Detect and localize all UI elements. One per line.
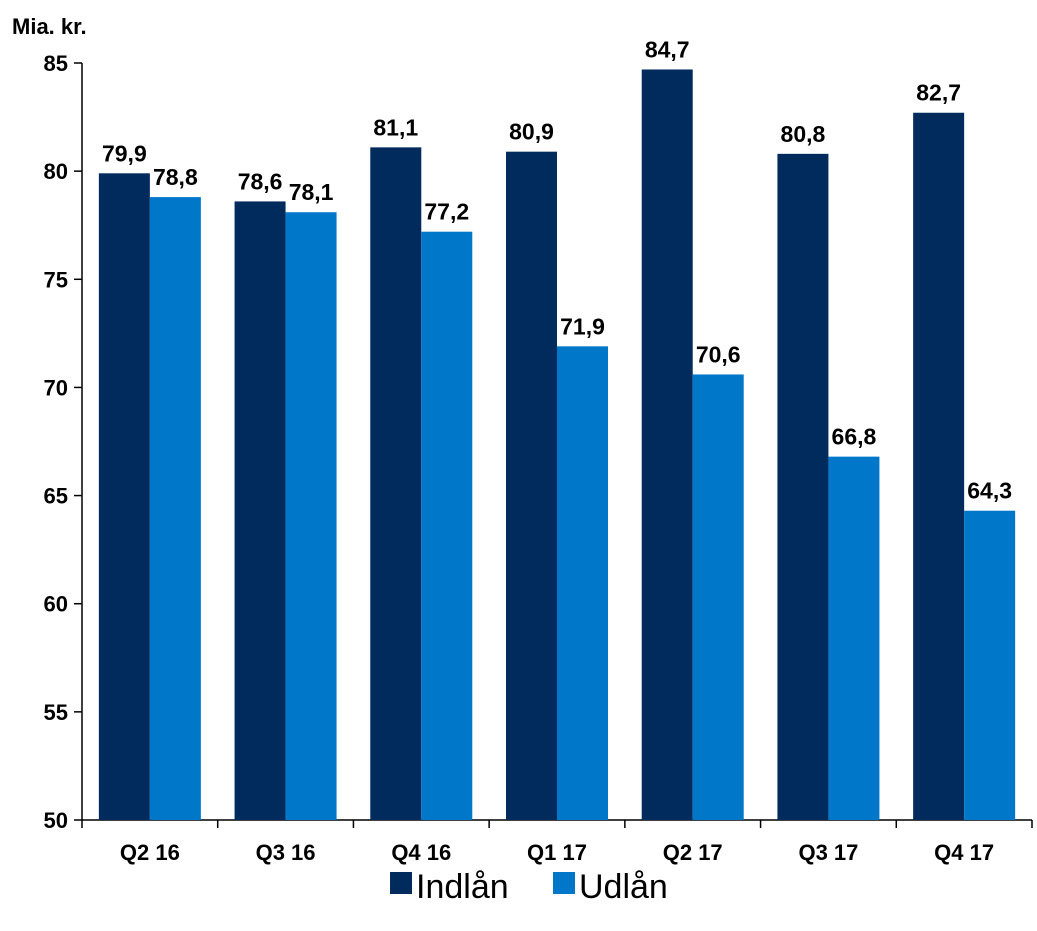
data-label: 80,9 [509, 119, 554, 145]
bar-indlan [370, 147, 422, 820]
bar-udlan [421, 231, 473, 820]
data-labels: 79,978,8 78,6 78,1 81,1 77,2 80,9 71,9 84,7 70,6… [102, 36, 1012, 503]
bar-indlan [913, 112, 965, 820]
x-tick-label: Q4 16 [391, 840, 451, 865]
bar-udlan [149, 197, 201, 820]
y-axis: 50 55 60 65 70 75 80 85 [44, 51, 83, 833]
legend-label: Indlån [416, 868, 509, 906]
bar-indlan [777, 153, 829, 821]
data-label: 78,1 [289, 179, 334, 205]
legend-swatch-indlan [390, 872, 412, 894]
x-tick-label: Q4 17 [934, 840, 994, 865]
bar-udlan [964, 510, 1016, 820]
y-unit-label: Mia. kr. [12, 14, 87, 39]
x-tick-label: Q3 16 [256, 840, 316, 865]
data-label: 81,1 [373, 114, 418, 140]
data-label: 80,8 [781, 121, 826, 147]
y-tick-label: 85 [44, 51, 68, 76]
y-tick-label: 75 [44, 267, 68, 292]
data-label: 84,7 [645, 36, 690, 62]
bar-indlan [234, 201, 286, 820]
bar-udlan [557, 346, 608, 820]
data-label: 79,9 [102, 140, 147, 166]
y-tick-label: 55 [44, 700, 68, 725]
bar-udlan [828, 456, 880, 820]
data-label: 78,6 [238, 168, 283, 194]
x-axis: Q2 16 Q3 16 Q4 16 Q1 17 Q2 17 Q3 17 Q4 17 [81, 819, 1033, 865]
bars [98, 69, 1016, 821]
legend-label: Udlån [579, 868, 668, 906]
data-label: 64,3 [967, 478, 1012, 504]
bar-indlan [641, 69, 693, 820]
data-label: 77,2 [424, 199, 469, 225]
x-tick-label: Q2 17 [663, 840, 723, 865]
x-tick-label: Q2 16 [120, 840, 180, 865]
x-tick-label: Q3 17 [798, 840, 858, 865]
data-label: 66,8 [832, 424, 877, 450]
bar-udlan [692, 374, 744, 820]
y-tick-label: 50 [44, 808, 68, 833]
bar-indlan [506, 151, 557, 821]
y-tick-label: 70 [44, 375, 68, 400]
data-label: 70,6 [696, 341, 741, 367]
data-label: 71,9 [560, 313, 605, 339]
x-tick-label: Q1 17 [527, 840, 587, 865]
y-tick-label: 80 [44, 159, 68, 184]
y-tick-label: 65 [44, 484, 68, 509]
data-label: 82,7 [916, 80, 961, 106]
bar-udlan [285, 212, 337, 821]
y-tick-label: 60 [44, 592, 68, 617]
data-label: 78,8 [153, 164, 198, 190]
bar-indlan [98, 173, 150, 820]
legend: Indlån Udlån [390, 868, 668, 906]
legend-swatch-udlan [553, 872, 575, 894]
